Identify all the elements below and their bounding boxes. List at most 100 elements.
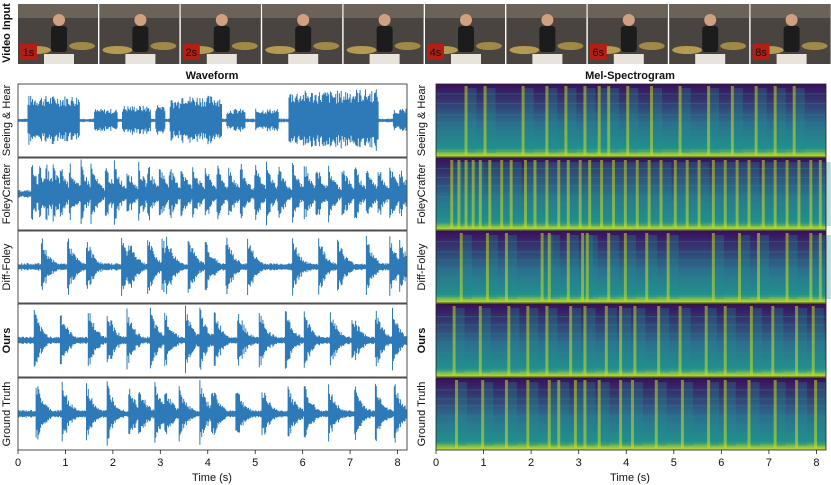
spectrogram-onset <box>631 380 634 448</box>
spectrogram-decay <box>676 162 686 226</box>
spectrogram-onset <box>659 160 663 228</box>
spectrogram-harmonic <box>436 241 826 243</box>
spectrogram-image <box>436 231 826 303</box>
spectrogram-decay <box>491 162 501 226</box>
spectrogram-onset <box>526 380 530 448</box>
spectrogram-onset <box>583 380 587 448</box>
cymbal-shape <box>102 46 133 54</box>
spectrogram-onset <box>545 86 549 155</box>
spectrogram-onset <box>500 160 504 228</box>
spectrogram-onset <box>533 160 537 228</box>
spectrogram-decay <box>650 162 660 226</box>
drum-shape <box>125 54 156 64</box>
spectrogram-decay <box>484 382 494 446</box>
drummer-head <box>378 14 391 26</box>
spectrogram-decay <box>458 382 468 446</box>
spectrogram-decay <box>586 382 596 446</box>
spectrogram-harmonic <box>436 251 826 253</box>
drummer-head <box>785 14 798 26</box>
spectrogram-xtick-label: 2 <box>528 457 534 469</box>
spectrogram-onset <box>811 306 815 375</box>
spectrogram-title: Mel-Spectrogram <box>585 70 675 82</box>
spectrogram-harmonic <box>436 176 826 179</box>
spectrogram-row-label: Ours <box>416 328 428 354</box>
spectrogram-onset <box>647 160 651 228</box>
spectrogram-onset <box>464 160 468 228</box>
waveform-trace <box>18 305 407 374</box>
spectrogram-decay <box>688 162 698 226</box>
spectrogram-decay <box>707 308 717 373</box>
spectrogram-onset <box>585 233 589 301</box>
drummer-shape <box>132 26 149 52</box>
spectrogram-decay <box>600 88 610 153</box>
drum-shape <box>532 54 563 64</box>
waveform-xtick-label: 3 <box>157 457 163 469</box>
time-badge-label: 6s <box>592 47 604 59</box>
waveform-row <box>17 230 408 304</box>
spectrogram-decay <box>636 308 646 373</box>
spectrogram-onset <box>504 380 508 448</box>
drummer-head <box>134 14 147 26</box>
time-badge-label: 1s <box>23 47 35 59</box>
video-frame <box>343 4 424 64</box>
spectrogram-onset <box>685 160 689 228</box>
spectrogram-onset <box>797 160 801 228</box>
spectrogram-xtick-label: 5 <box>671 457 677 469</box>
waveform-trace <box>18 380 407 446</box>
spectrogram-onset <box>654 380 658 448</box>
spectrogram-onset <box>809 160 813 228</box>
spectrogram-onset <box>607 233 611 301</box>
spectrogram-decay <box>560 382 570 446</box>
waveform-trace <box>18 236 407 296</box>
spectrogram-onset <box>761 160 765 228</box>
spectrogram-onset <box>557 380 561 448</box>
spectrogram-onset <box>657 306 661 375</box>
spectrogram-decay <box>733 88 743 153</box>
spectrogram-decay <box>657 382 667 446</box>
spectrogram-onset <box>521 86 525 155</box>
drummer-head <box>541 14 554 26</box>
spectrogram-decay <box>798 308 808 373</box>
spectrogram-decay <box>603 162 613 226</box>
spectrogram-onset <box>680 380 684 448</box>
spectrogram-decay <box>524 88 534 153</box>
time-badge-label: 4s <box>430 47 442 59</box>
spectrogram-decay <box>669 235 679 299</box>
drum-shape <box>44 54 74 64</box>
video-frame <box>99 4 180 64</box>
spectrogram-xlabel: Time (s) <box>610 472 650 484</box>
spectrogram-decay <box>529 308 539 373</box>
spectrogram-decay <box>569 235 579 299</box>
spectrogram-decay <box>488 235 498 299</box>
spectrogram-onset <box>566 160 570 228</box>
spectrogram-onset <box>785 233 789 301</box>
spectrogram-decay <box>567 88 577 153</box>
spectrogram-onset <box>547 380 551 448</box>
spectrogram-decay <box>726 162 736 226</box>
waveform-panel <box>17 83 408 451</box>
cymbal-shape <box>231 42 258 50</box>
spectrogram-onset <box>795 380 799 448</box>
spectrogram-xtick-label: 8 <box>813 457 819 469</box>
spectrogram-decay <box>764 162 774 226</box>
spectrogram-onset <box>730 86 734 155</box>
spectrogram-harmonic <box>436 352 826 354</box>
spectrogram-decay <box>683 382 693 446</box>
spectrogram-onset <box>749 306 753 375</box>
waveform-xtick-label: 8 <box>394 457 400 469</box>
spectrogram-decay <box>560 162 570 226</box>
waveform-row <box>17 157 408 231</box>
drummer-shape <box>376 26 393 52</box>
spectrogram-decay <box>586 88 596 153</box>
spectrogram-decay <box>800 162 810 226</box>
video-frame <box>180 4 261 64</box>
spectrogram-decay <box>626 235 636 299</box>
drummer-shape <box>458 26 474 52</box>
spectrogram-decay <box>572 308 582 373</box>
spectrogram-decay <box>700 162 710 226</box>
spectrogram-onset <box>540 233 544 301</box>
cymbal-shape <box>509 46 540 54</box>
spectrogram-onset <box>485 233 489 301</box>
spectrogram-image <box>436 304 826 377</box>
